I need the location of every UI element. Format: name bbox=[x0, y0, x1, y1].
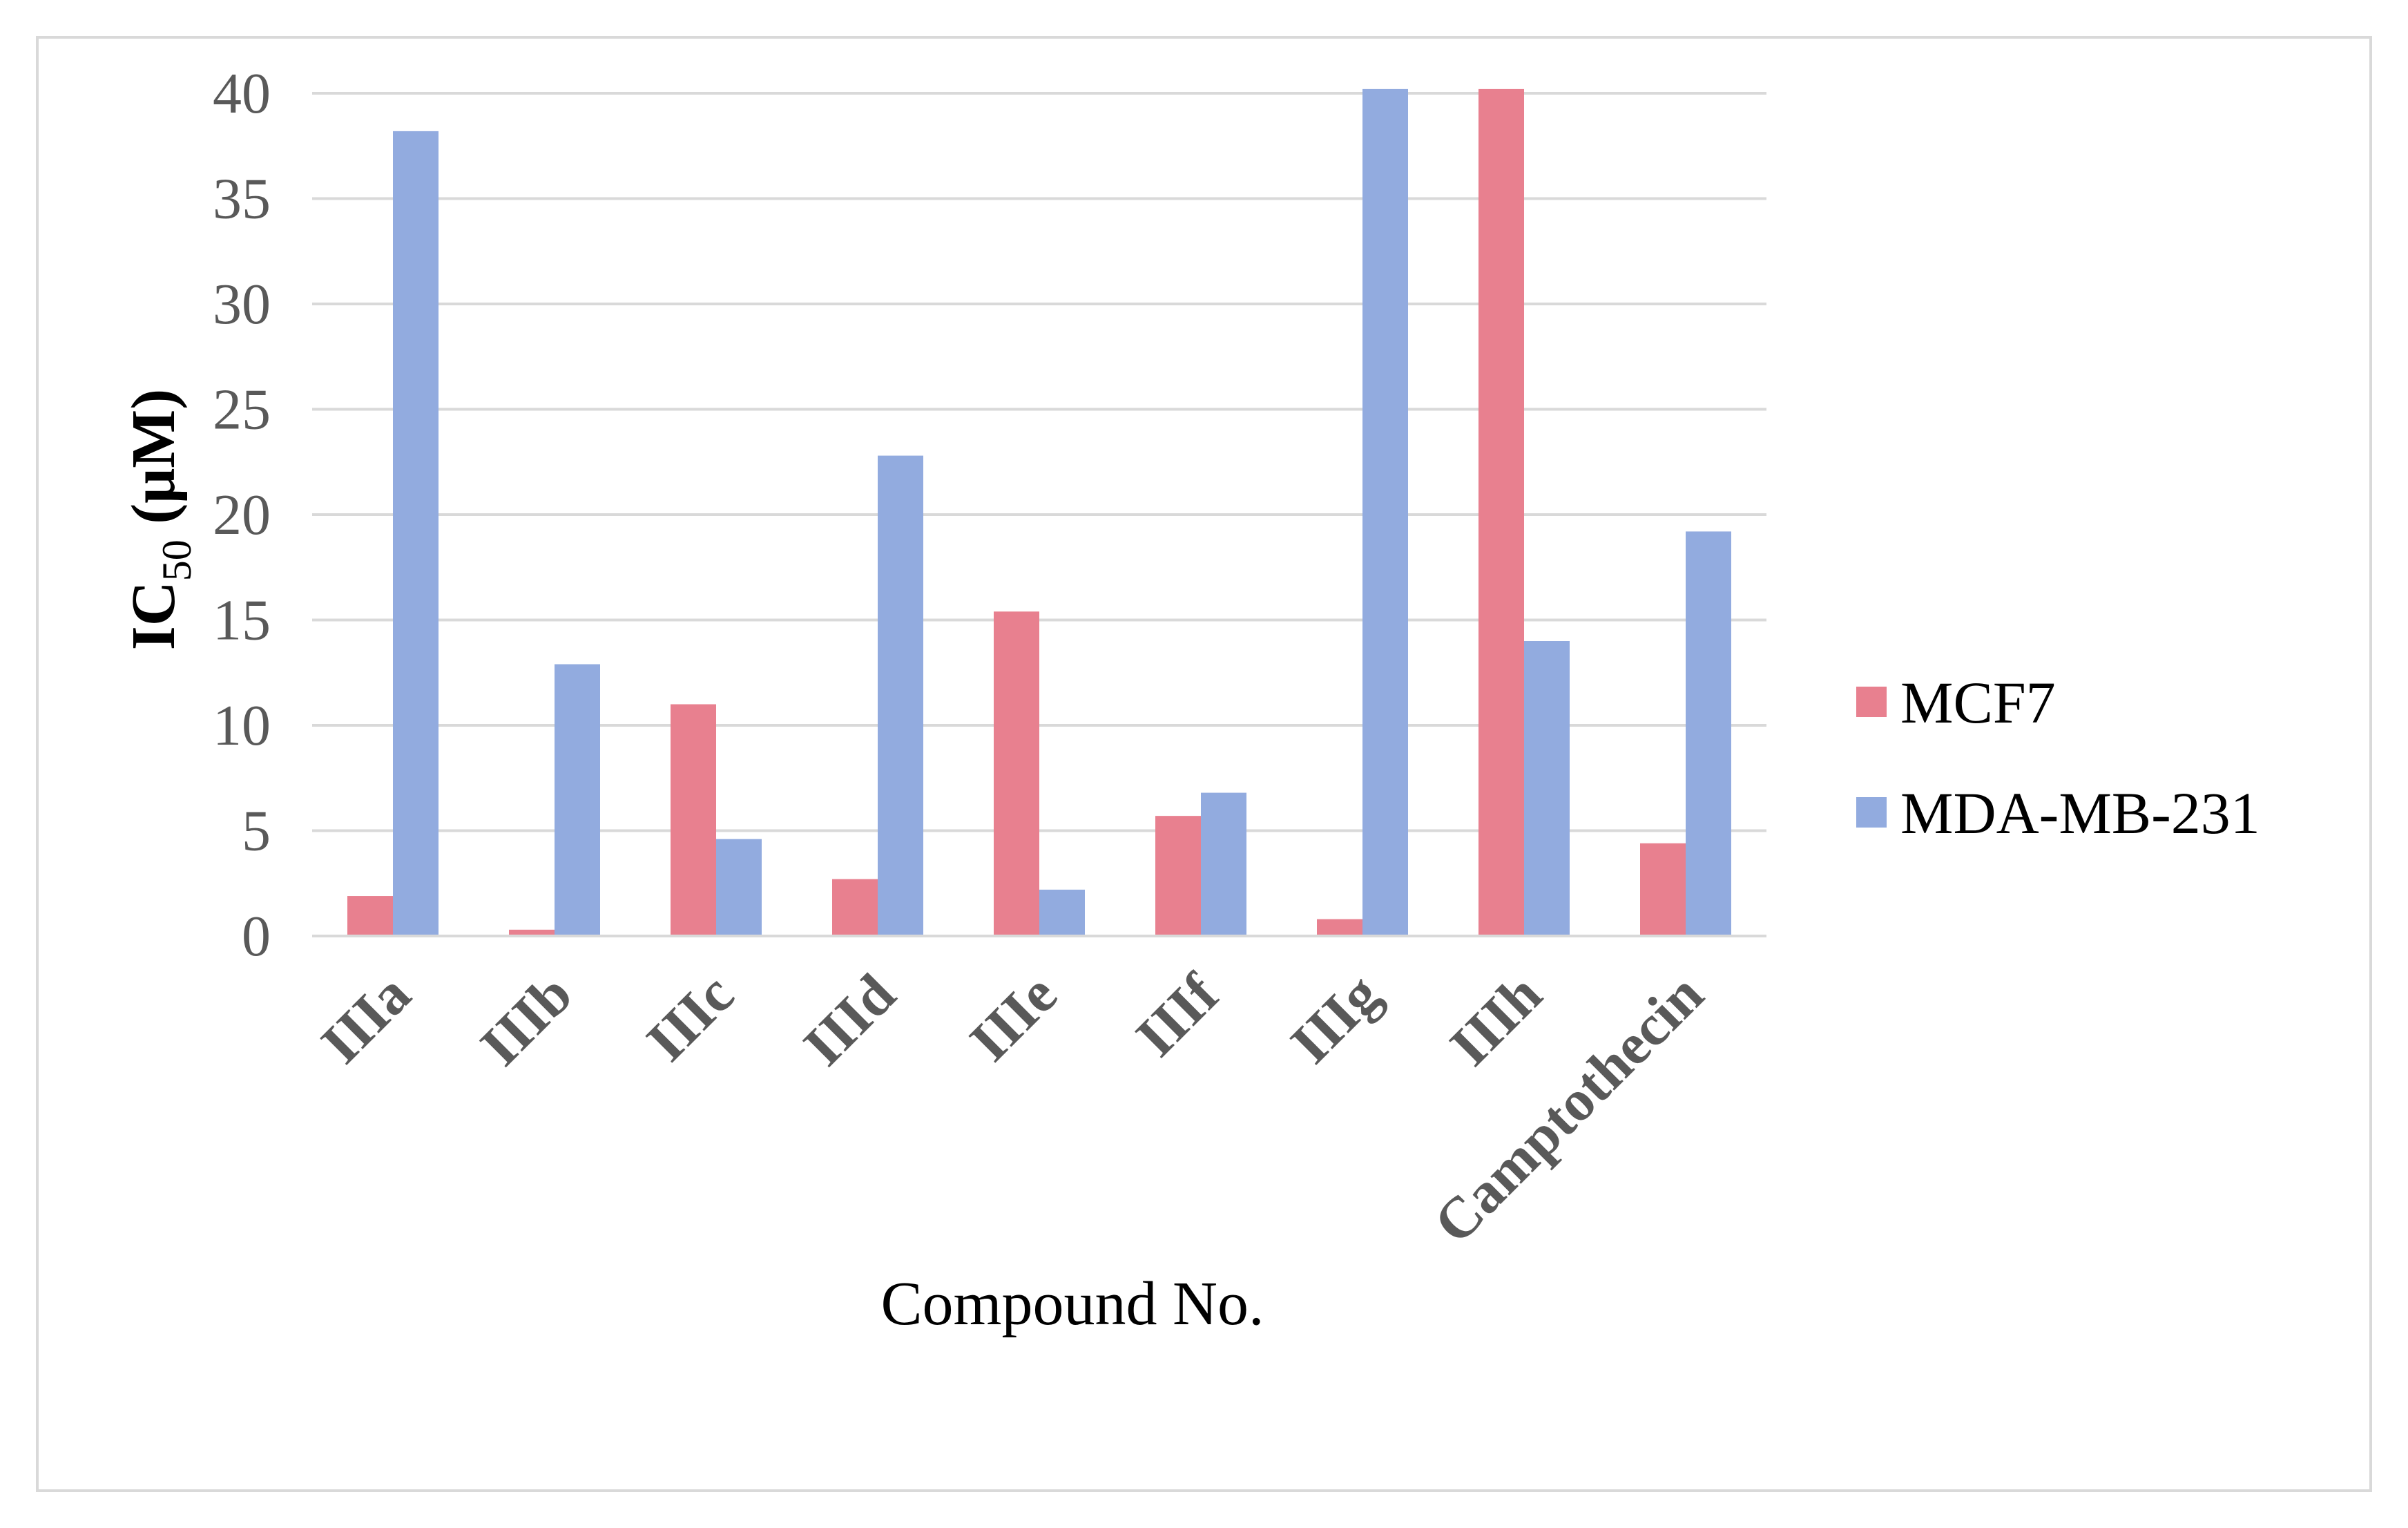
y-tick-label: 35 bbox=[213, 167, 271, 231]
bar-mcf7-camptothecin bbox=[1640, 843, 1686, 936]
x-tick-label: IIIc bbox=[635, 962, 746, 1073]
bar-mda-mb-231-camptothecin bbox=[1686, 531, 1731, 936]
y-tick-label: 40 bbox=[213, 61, 271, 126]
legend-swatch bbox=[1856, 687, 1887, 717]
bar-mcf7-iiih bbox=[1478, 88, 1524, 936]
legend: MCF7 MDA-MB-231 bbox=[1856, 669, 2260, 846]
bar-mcf7-iiid bbox=[832, 879, 878, 936]
bar-mcf7-iiic bbox=[671, 704, 716, 936]
bar-mda-mb-231-iiic bbox=[716, 839, 762, 936]
x-tick-label: IIIa bbox=[309, 962, 423, 1076]
bar-mcf7-iiib bbox=[509, 929, 555, 936]
y-axis-title-main: IC bbox=[119, 581, 188, 650]
y-axis-title: IC50 (μM) bbox=[119, 389, 200, 650]
bar-mcf7-iiie bbox=[994, 611, 1039, 936]
bar-mda-mb-231-iiia bbox=[393, 131, 439, 936]
y-tick-label: 25 bbox=[213, 378, 271, 442]
y-axis-title-unit: (μM) bbox=[119, 389, 188, 539]
y-tick-labels: 0 5 10 15 20 25 30 35 40 bbox=[213, 61, 271, 968]
y-tick-label: 5 bbox=[242, 799, 271, 863]
y-tick-label: 15 bbox=[213, 589, 271, 653]
bar-mda-mb-231-iiib bbox=[555, 664, 600, 936]
x-tick-labels: IIIa IIIb IIIc IIId IIIe IIIf IIIg IIIhCamptoth… bbox=[309, 962, 1716, 1256]
bars bbox=[347, 88, 1731, 936]
y-tick-label: 30 bbox=[213, 272, 271, 336]
legend-swatch bbox=[1856, 797, 1887, 828]
bar-mda-mb-231-iiie bbox=[1039, 889, 1085, 936]
bar-mda-mb-231-iiif bbox=[1201, 792, 1246, 936]
legend-label: MDA-MB-231 bbox=[1900, 780, 2260, 846]
y-tick-label: 10 bbox=[213, 694, 271, 758]
x-tick-label: IIIb bbox=[468, 962, 584, 1078]
bar-mcf7-iiif bbox=[1155, 816, 1201, 936]
bar-mcf7-iiig bbox=[1317, 919, 1362, 936]
legend-label: MCF7 bbox=[1900, 669, 2056, 736]
x-tick-label: IIIh bbox=[1438, 962, 1554, 1078]
x-tick-label: IIIg bbox=[1279, 962, 1393, 1076]
bar-mda-mb-231-iiih bbox=[1524, 641, 1570, 936]
x-tick-label: IIIe bbox=[958, 962, 1069, 1073]
y-tick-label: 0 bbox=[242, 904, 271, 968]
bar-mda-mb-231-iiig bbox=[1362, 88, 1408, 936]
x-tick-label: IIIf bbox=[1124, 962, 1232, 1069]
y-axis-title-subscript: 50 bbox=[154, 539, 200, 581]
bar-mcf7-iiia bbox=[347, 896, 393, 936]
y-tick-label: 20 bbox=[213, 483, 271, 547]
x-axis-title: Compound No. bbox=[880, 1270, 1264, 1338]
bar-mda-mb-231-iiid bbox=[878, 455, 923, 936]
x-tick-label: IIId bbox=[791, 962, 907, 1078]
